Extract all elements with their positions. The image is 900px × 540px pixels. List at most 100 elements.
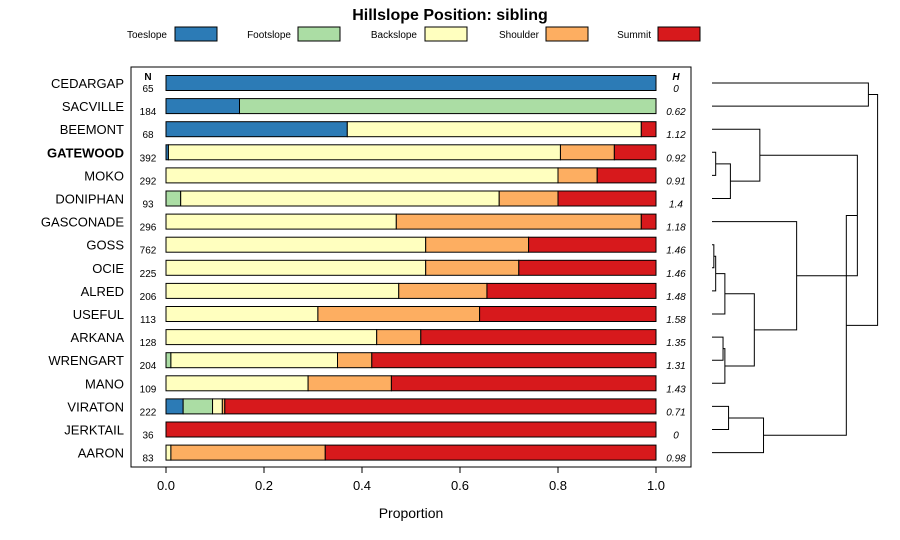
bar-segment	[212, 398, 223, 415]
dendrogram-link	[712, 405, 730, 430]
bar-segment	[557, 190, 657, 207]
n-value: 222	[140, 407, 157, 418]
n-value: 113	[140, 315, 156, 326]
row-label: SACVILLE	[62, 99, 124, 114]
bar-segment	[498, 190, 559, 207]
dendrogram-link	[712, 417, 765, 454]
legend-swatch	[297, 26, 341, 42]
bar-segment	[165, 282, 400, 299]
n-value: 93	[142, 200, 154, 211]
h-value: 0.98	[666, 454, 686, 465]
row-label: MOKO	[84, 168, 124, 183]
bar-segment	[182, 398, 214, 415]
n-value: 296	[140, 223, 157, 234]
bar-segment	[170, 444, 326, 461]
row-label: DONIPHAN	[55, 192, 124, 207]
legend-label: Shoulder	[499, 30, 540, 41]
bar-segment	[559, 144, 615, 161]
legend-swatch	[424, 26, 468, 42]
row-label: GOSS	[86, 238, 124, 253]
bar-segment	[317, 306, 481, 322]
bar-segment	[420, 329, 657, 346]
n-value: 206	[140, 292, 157, 303]
bars	[165, 75, 657, 461]
legend-label: Toeslope	[127, 30, 167, 41]
bar-segment	[307, 375, 392, 392]
row-label: ALRED	[81, 284, 124, 299]
bar-segment	[479, 306, 657, 322]
bar-segment	[425, 236, 530, 253]
bar-segment	[398, 282, 488, 299]
bar-segment	[165, 98, 240, 115]
dendrogram-link	[763, 214, 858, 436]
plot-panel	[130, 66, 692, 468]
bar-segment	[528, 236, 657, 253]
bar-segment	[337, 352, 373, 369]
bar-segment	[640, 213, 657, 230]
row-label: CEDARGAP	[51, 76, 124, 91]
bar-segment	[425, 259, 520, 276]
chart-title: Hillslope Position: sibling	[352, 7, 548, 24]
bar-segment	[165, 306, 319, 322]
bar-segment	[640, 121, 657, 138]
bar-segment	[165, 259, 427, 276]
legend-label: Footslope	[247, 30, 291, 41]
n-column-header: N	[144, 72, 151, 83]
n-value: 109	[140, 384, 157, 395]
bar-segment	[346, 121, 642, 138]
bar-segment	[224, 398, 657, 415]
bar-segment	[180, 190, 500, 207]
h-value: 0.92	[666, 153, 686, 164]
h-value: 0	[673, 84, 679, 95]
n-value: 65	[142, 84, 154, 95]
n-value: 36	[142, 431, 154, 442]
dendrogram-link	[759, 154, 858, 277]
bar-segment	[165, 421, 657, 438]
bar-segment	[167, 144, 561, 161]
row-labels: CEDARGAP 65 0 SACVILLE 184 0.62 BEEMONT 68 1.12 G…	[41, 76, 686, 465]
x-tick-label: 0.0	[157, 478, 175, 493]
dendrogram	[712, 82, 879, 454]
dendrogram-link	[712, 336, 724, 361]
row-label: GATEWOOD	[47, 145, 124, 160]
h-value: 1.12	[666, 130, 686, 141]
bar-segment	[170, 352, 338, 369]
bar-segment	[518, 259, 657, 276]
bar-segment	[371, 352, 657, 369]
n-value: 68	[142, 130, 154, 141]
n-value: 204	[140, 361, 157, 372]
x-tick-label: 0.8	[549, 478, 567, 493]
dendrogram-link	[846, 94, 879, 326]
h-value: 0.71	[666, 407, 685, 418]
x-tick-label: 1.0	[647, 478, 665, 493]
row-label: JERKTAIL	[64, 423, 124, 438]
legend-swatch	[657, 26, 701, 42]
h-value: 1.31	[666, 361, 685, 372]
h-value: 0.91	[666, 176, 685, 187]
bar-segment	[376, 329, 422, 346]
row-label: MANO	[85, 376, 124, 391]
h-value: 1.58	[666, 315, 686, 326]
legend: Toeslope Footslope Backslope Shoulder Summit	[127, 26, 701, 42]
bar-segment	[165, 375, 309, 392]
n-value: 292	[140, 176, 157, 187]
h-column-header: H	[672, 72, 680, 83]
x-tick-label: 0.4	[353, 478, 371, 493]
bar-segment	[165, 398, 184, 415]
dendrogram-link	[724, 293, 755, 367]
bar-segment	[165, 352, 172, 369]
bar-segment	[486, 282, 657, 299]
bar-segment	[165, 75, 657, 91]
n-value: 83	[142, 454, 154, 465]
dendrogram-link	[712, 163, 731, 199]
row-label: AARON	[78, 446, 124, 461]
bar-segment	[165, 190, 182, 207]
h-value: 1.48	[666, 292, 686, 303]
h-value: 1.43	[666, 384, 686, 395]
bar-segment	[239, 98, 657, 115]
h-value: 1.4	[669, 200, 683, 211]
legend-swatch	[174, 26, 218, 42]
bar-segment	[165, 236, 427, 253]
dendrogram-link	[712, 82, 869, 107]
